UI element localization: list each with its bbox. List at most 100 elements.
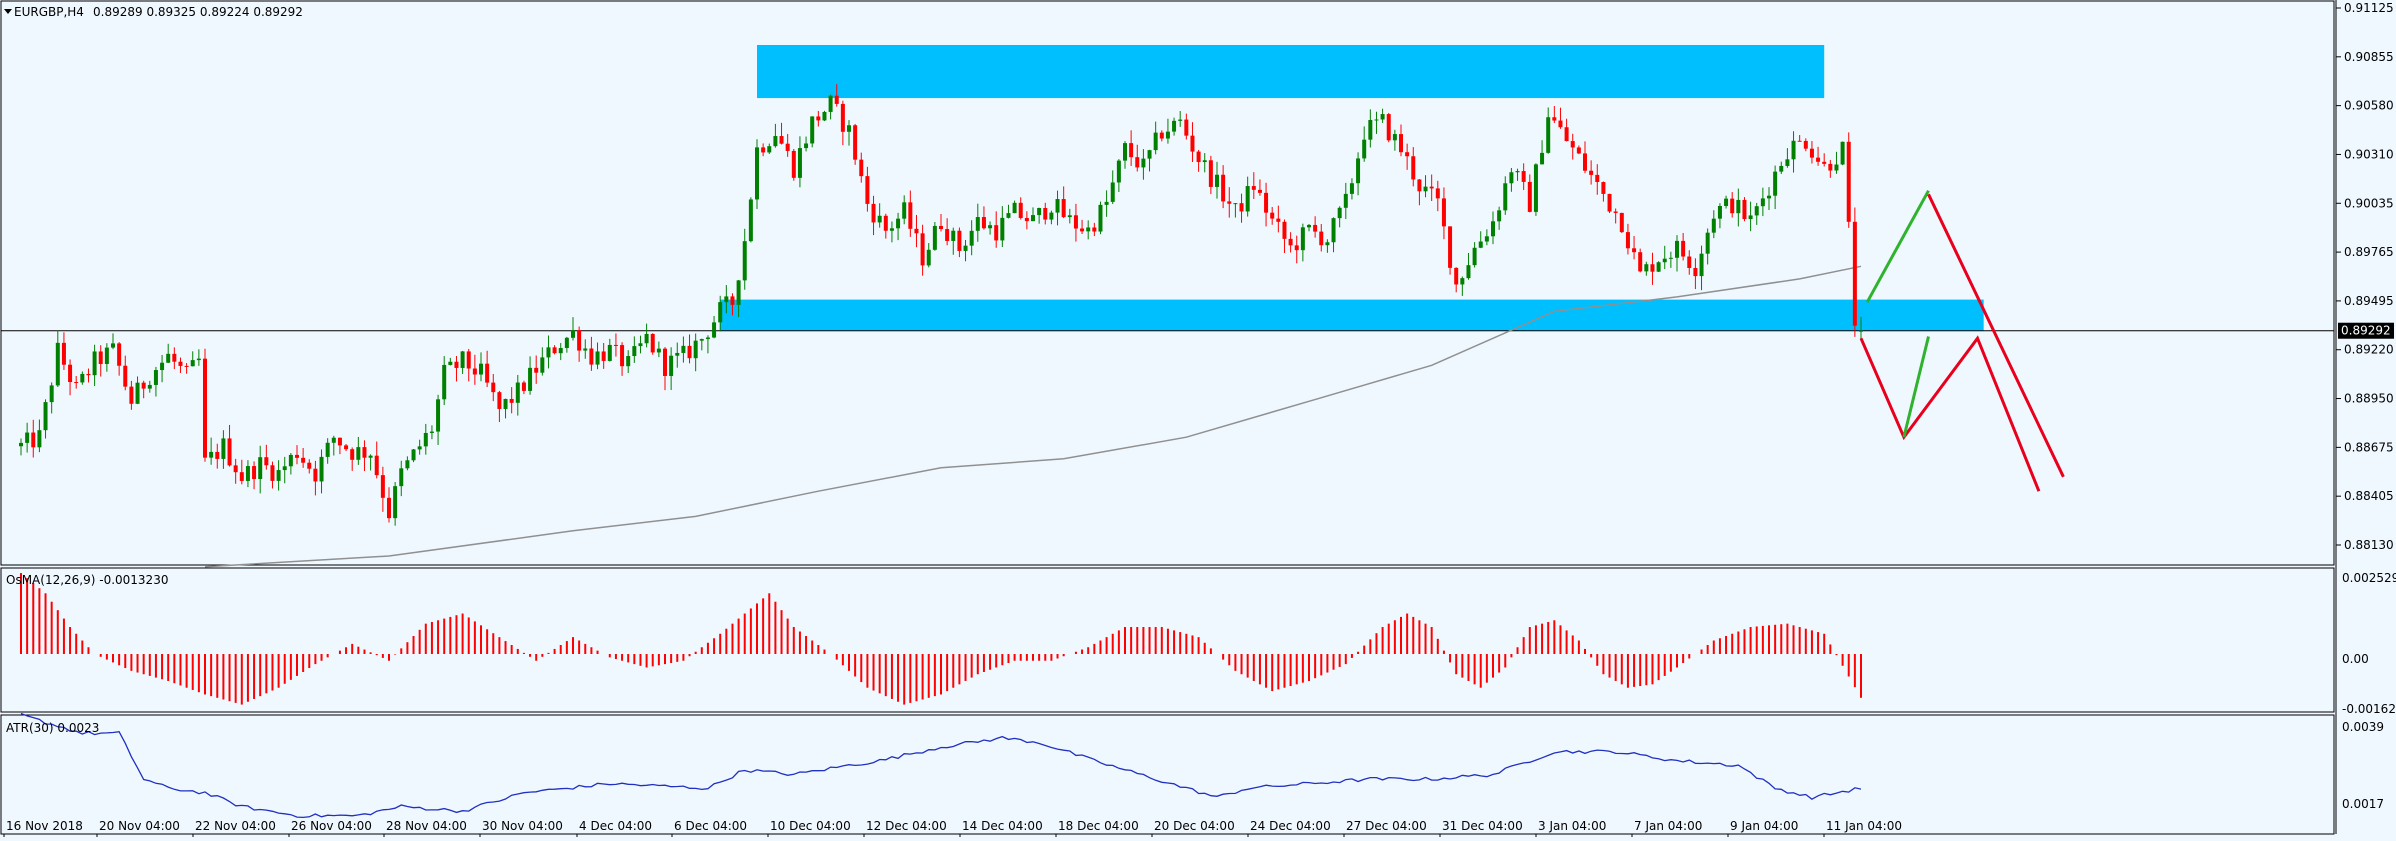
candle-body xyxy=(1000,217,1005,241)
candle-body xyxy=(460,351,465,368)
candle-body xyxy=(595,351,600,365)
candle-body xyxy=(1356,158,1361,184)
candle-body xyxy=(1380,114,1385,120)
candle-body xyxy=(1540,152,1545,165)
candle-body xyxy=(1055,199,1060,213)
candle-body xyxy=(1613,211,1618,213)
candle-body xyxy=(945,229,950,241)
candle-body xyxy=(49,385,54,403)
candle-body xyxy=(515,382,520,403)
candle-body xyxy=(742,241,747,281)
candle-body xyxy=(1687,256,1692,268)
candle-body xyxy=(1123,143,1127,161)
candle-body xyxy=(1515,171,1520,173)
candle-body xyxy=(1601,182,1606,194)
candle-body xyxy=(1730,198,1735,214)
candle-body xyxy=(1190,135,1195,152)
candle-body xyxy=(1822,161,1827,164)
candle-body xyxy=(466,351,471,369)
candle-body xyxy=(1264,192,1269,213)
projection-red-down xyxy=(1927,193,2065,478)
candle-body xyxy=(847,125,851,132)
candle-body xyxy=(693,340,698,359)
current-price-box xyxy=(2338,322,2394,339)
candle-body xyxy=(196,358,201,361)
candle-body xyxy=(908,202,913,229)
candle-body xyxy=(853,125,858,160)
candle-body xyxy=(994,225,999,241)
x-tick-label: 12 Dec 04:00 xyxy=(866,819,947,833)
candle-body xyxy=(1196,151,1201,163)
candle-body xyxy=(1448,226,1453,268)
candle-body xyxy=(1681,240,1686,257)
candle-body xyxy=(19,442,23,447)
candle-body xyxy=(74,382,79,384)
candle-body xyxy=(1073,215,1078,229)
candle-body xyxy=(1104,201,1109,205)
candle-body xyxy=(1080,228,1085,232)
candle-body xyxy=(1834,164,1839,171)
candle-body xyxy=(779,136,784,144)
candle-body xyxy=(209,451,214,458)
candle-body xyxy=(1625,232,1630,249)
candle-body xyxy=(1767,195,1771,199)
candle-body xyxy=(748,199,753,242)
symbol-menu-icon[interactable] xyxy=(4,9,12,14)
candle-body xyxy=(331,437,336,443)
candle-body xyxy=(1429,186,1434,189)
candle-body xyxy=(1239,203,1244,212)
candle-body xyxy=(1589,170,1594,175)
candle-body xyxy=(969,230,974,246)
candle-body xyxy=(1509,172,1514,184)
x-tick-label: 6 Dec 04:00 xyxy=(674,819,747,833)
candle-body xyxy=(804,143,809,149)
price-tick-label: 0.90855 xyxy=(2344,50,2394,64)
candle-body xyxy=(632,346,637,357)
candle-body xyxy=(80,373,85,383)
x-tick-label: 31 Dec 04:00 xyxy=(1442,819,1523,833)
candle-body xyxy=(1632,248,1637,253)
candle-body xyxy=(92,351,97,376)
candle-body xyxy=(1466,265,1471,279)
candle-body xyxy=(951,230,956,241)
candle-body xyxy=(963,245,968,251)
candle-body xyxy=(840,103,845,132)
candle-body xyxy=(1178,119,1183,121)
x-tick-label: 16 Nov 2018 xyxy=(6,819,83,833)
candle-body xyxy=(1699,253,1704,277)
candle-body xyxy=(1662,258,1667,263)
candle-body xyxy=(1859,330,1863,332)
candle-body xyxy=(239,472,244,481)
candle-body xyxy=(1067,215,1072,218)
candle-body xyxy=(1607,193,1612,212)
candle-body xyxy=(411,449,416,461)
candle-body xyxy=(442,364,447,400)
candle-body xyxy=(767,146,772,153)
candle-body xyxy=(1141,158,1146,168)
candle-body xyxy=(1153,132,1158,151)
candle-body xyxy=(546,347,551,358)
candle-body xyxy=(86,373,91,376)
candle-body xyxy=(810,116,815,144)
candle-body xyxy=(1779,165,1784,172)
candle-body xyxy=(344,445,349,450)
candle-body xyxy=(497,392,502,409)
candle-body xyxy=(325,442,330,457)
candle-body xyxy=(1435,188,1440,199)
osma-tick-label: 0.0025297 xyxy=(2342,571,2396,585)
candle-body xyxy=(1650,264,1655,272)
candle-body xyxy=(1497,210,1502,222)
candle-body xyxy=(1208,160,1213,187)
candle-body xyxy=(301,457,306,463)
candle-body xyxy=(1809,148,1814,158)
candle-body xyxy=(1460,278,1465,285)
candle-body xyxy=(724,296,729,303)
candle-body xyxy=(583,348,588,351)
candle-body xyxy=(1313,224,1318,232)
candle-body xyxy=(1675,240,1679,258)
candle-body xyxy=(822,111,827,121)
current-price-label: 0.89292 xyxy=(2341,324,2391,338)
candle-body xyxy=(939,225,943,230)
candle-body xyxy=(1803,140,1808,149)
